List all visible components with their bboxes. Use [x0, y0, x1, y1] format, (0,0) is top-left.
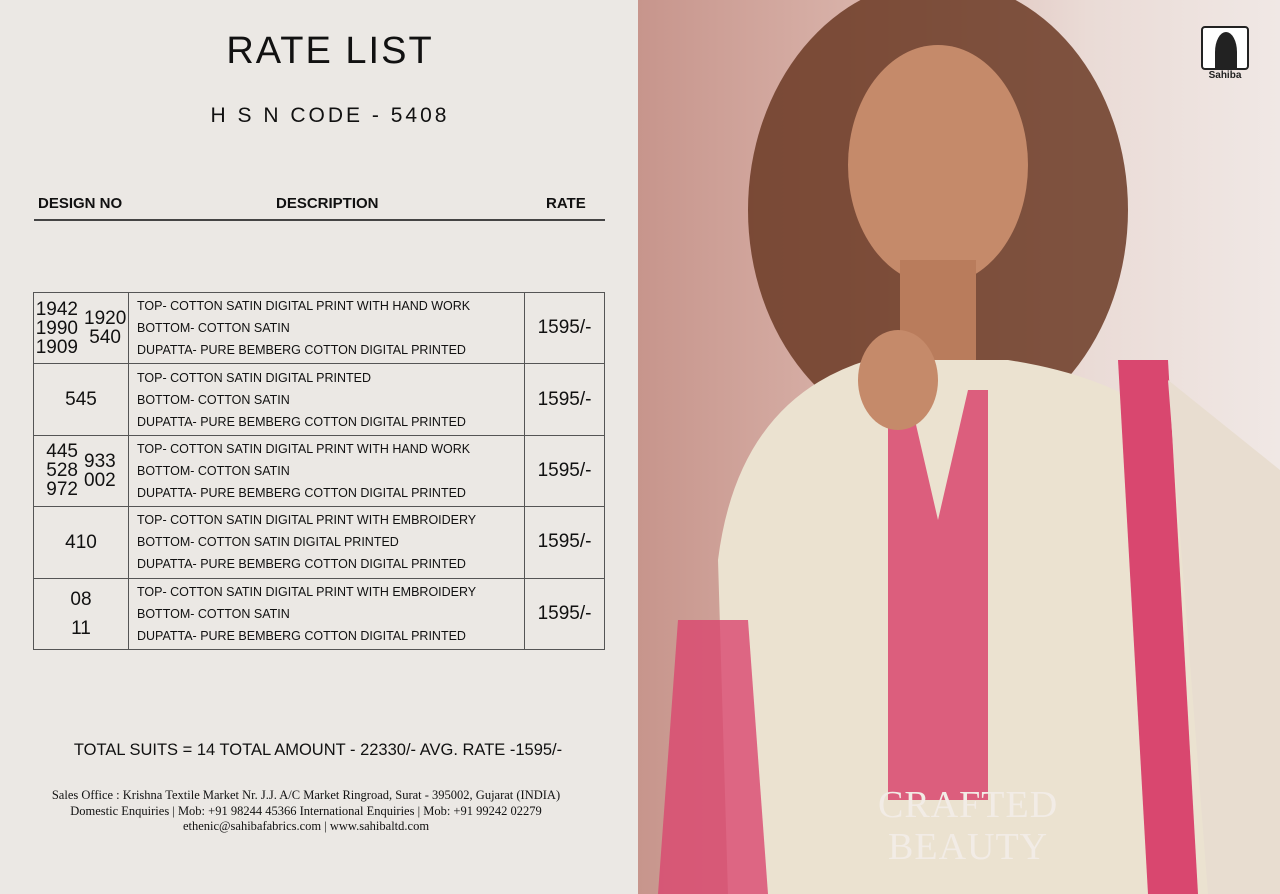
model-photo: Sahiba CRAFTED BEAUTY: [638, 0, 1280, 894]
model-illustration: [658, 0, 1280, 894]
table-row: 1942 1990 1909 1920 540 TOP- COTTON SATIN DIG…: [33, 291, 605, 365]
rate-cell: 1595/-: [524, 577, 605, 650]
description-cell: TOP- COTTON SATIN DIGITAL PRINT WITH HAN…: [128, 291, 525, 365]
sahiba-logo: Sahiba: [1200, 26, 1250, 88]
design-number: 445: [46, 441, 78, 463]
design-number: 11: [71, 617, 91, 639]
description-line: TOP- COTTON SATIN DIGITAL PRINT WITH HAN…: [137, 299, 471, 314]
description-line: BOTTOM- COTTON SATIN: [137, 392, 290, 407]
design-number: 1942: [35, 298, 78, 320]
hsn-code: H S N CODE - 5408: [210, 104, 450, 127]
description-cell: TOP- COTTON SATIN DIGITAL PRINTED BOTTOM-…: [128, 363, 525, 436]
design-cell: 445 528 972 933 002: [33, 434, 129, 508]
design-number: 528: [46, 460, 78, 482]
table-row: 545 TOP- COTTON SATIN DIGITAL PRINTED BOTT…: [33, 363, 605, 436]
rate-cell: 1595/-: [524, 291, 605, 365]
design-number: 540: [89, 327, 121, 349]
description-line: DUPATTA- PURE BEMBERG COTTON DIGITAL PRI…: [137, 628, 466, 643]
table-row: 445 528 972 933 002 TOP- COTTON SATIN DIGITAL…: [33, 434, 605, 508]
design-number: 1990: [35, 317, 78, 339]
header-rate: RATE: [546, 195, 586, 212]
design-number: 002: [84, 469, 116, 491]
design-number: 545: [65, 389, 97, 411]
sales-office: Sales Office : Krishna Textile Market Nr…: [51, 788, 561, 802]
description-line: DUPATTA- PURE BEMBERG COTTON DIGITAL PRI…: [137, 343, 466, 358]
contact-footer: Sales Office : Krishna Textile Market Nr…: [0, 788, 612, 835]
header-design-no: DESIGN NO: [38, 195, 123, 212]
design-cell: 1942 1990 1909 1920 540: [33, 291, 129, 365]
rate-cell: 1595/-: [524, 363, 605, 436]
design-cell: 410: [33, 506, 129, 579]
description-line: BOTTOM- COTTON SATIN DIGITAL PRINTED: [137, 535, 399, 550]
rate-cell: 1595/-: [524, 506, 605, 579]
description-line: BOTTOM- COTTON SATIN: [137, 321, 290, 336]
description-line: DUPATTA- PURE BEMBERG COTTON DIGITAL PRI…: [137, 557, 466, 572]
design-number: 410: [65, 531, 97, 553]
design-number: 1909: [35, 336, 78, 358]
description-line: TOP- COTTON SATIN DIGITAL PRINTED: [137, 370, 372, 385]
table-row: 410 TOP- COTTON SATIN DIGITAL PRINT WITH …: [33, 506, 605, 579]
description-line: TOP- COTTON SATIN DIGITAL PRINT WITH EMB…: [137, 584, 477, 599]
header-divider: [34, 219, 605, 221]
table-row: 08 11 TOP- COTTON SATIN DIGITAL PRINT WITH…: [33, 577, 605, 650]
description-line: TOP- COTTON SATIN DIGITAL PRINT WITH EMB…: [137, 513, 477, 528]
design-number: 08: [70, 588, 92, 610]
page-title: RATE LIST: [226, 30, 434, 72]
rate-list-panel: RATE LIST H S N CODE - 5408 DESIGN NO DE…: [0, 0, 638, 894]
description-line: BOTTOM- COTTON SATIN: [137, 463, 290, 478]
enquiries: Domestic Enquiries | Mob: +91 98244 4536…: [70, 803, 542, 818]
totals-summary: TOTAL SUITS = 14 TOTAL AMOUNT - 22330/- …: [73, 741, 563, 759]
description-cell: TOP- COTTON SATIN DIGITAL PRINT WITH EMB…: [128, 506, 525, 579]
description-line: TOP- COTTON SATIN DIGITAL PRINT WITH HAN…: [137, 441, 471, 456]
rate-cell: 1595/-: [524, 434, 605, 508]
description-line: DUPATTA- PURE BEMBERG COTTON DIGITAL PRI…: [137, 485, 466, 500]
header-description: DESCRIPTION: [276, 195, 379, 212]
rate-table: 1942 1990 1909 1920 540 TOP- COTTON SATIN DIG…: [33, 291, 605, 650]
description-cell: TOP- COTTON SATIN DIGITAL PRINT WITH HAN…: [128, 434, 525, 508]
design-number: 972: [46, 479, 78, 501]
email-website: ethenic@sahibafabrics.com | www.sahibalt…: [182, 819, 430, 833]
tagline: CRAFTED BEAUTY: [878, 784, 1059, 868]
description-cell: TOP- COTTON SATIN DIGITAL PRINT WITH EMB…: [128, 577, 525, 650]
design-number: 933: [84, 450, 116, 472]
design-cell: 08 11: [33, 577, 129, 650]
description-line: BOTTOM- COTTON SATIN: [137, 606, 290, 621]
design-cell: 545: [33, 363, 129, 436]
design-number: 1920: [84, 308, 127, 330]
description-line: DUPATTA- PURE BEMBERG COTTON DIGITAL PRI…: [137, 414, 466, 429]
